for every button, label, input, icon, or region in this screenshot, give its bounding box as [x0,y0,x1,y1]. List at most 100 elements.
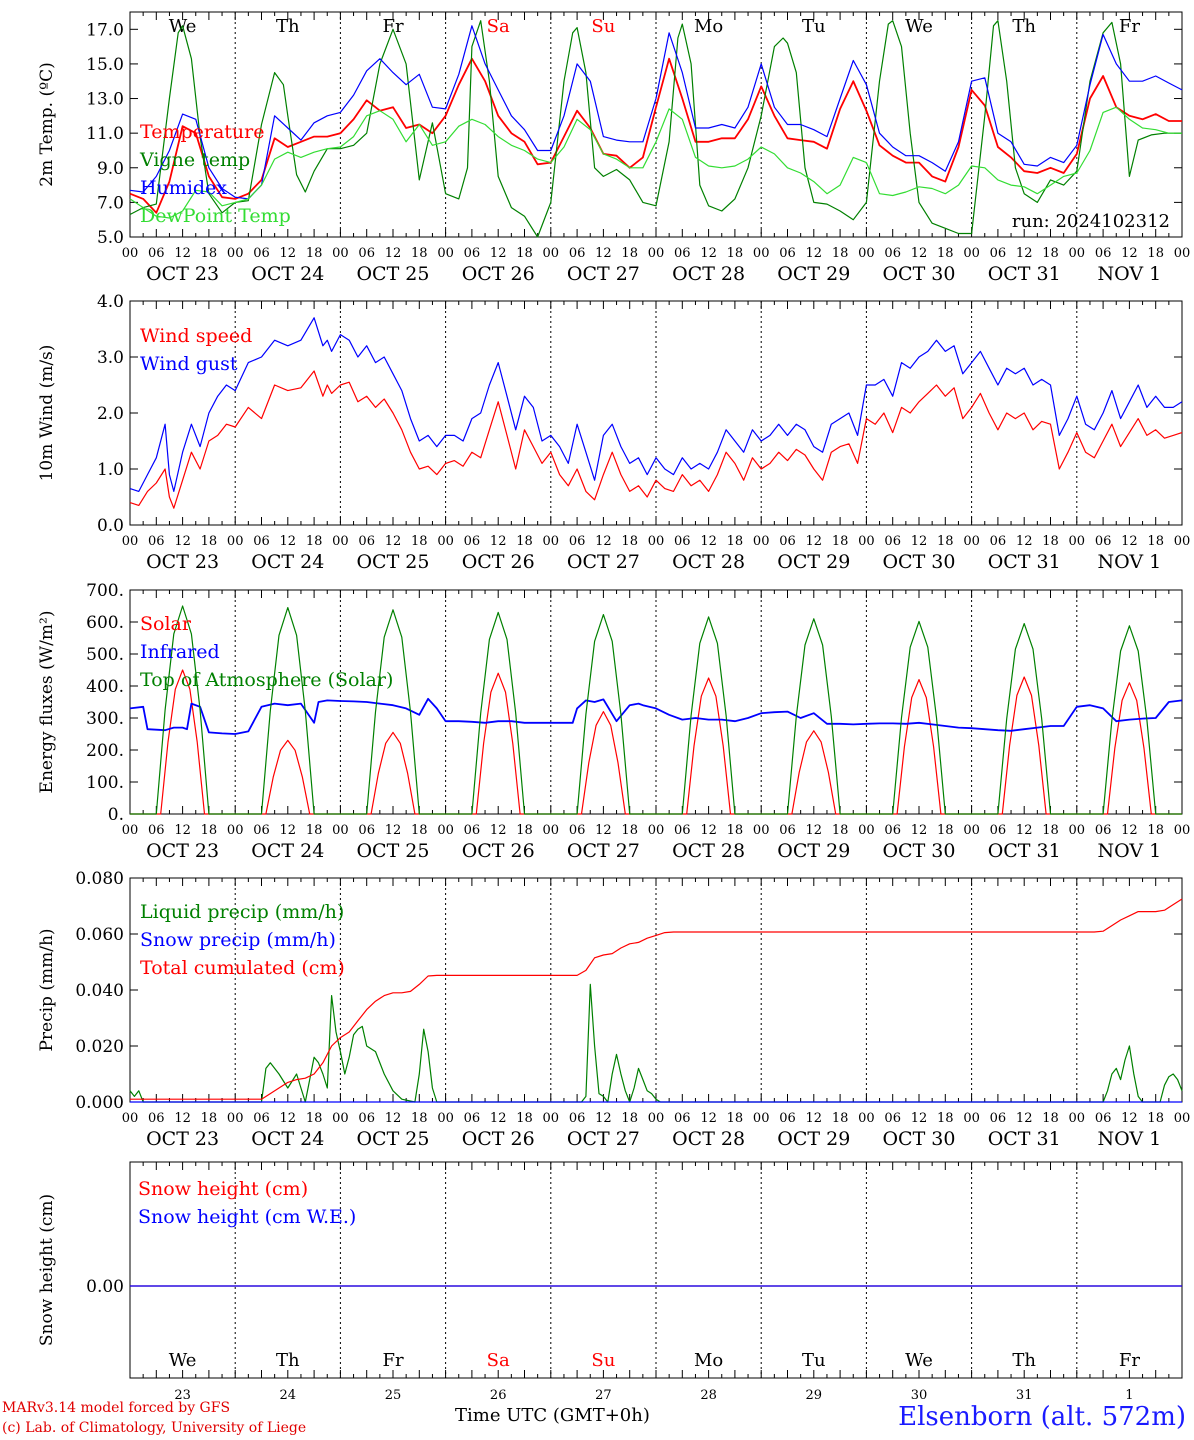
hour-label: 12 [1121,823,1138,838]
weekday-label: Fr [382,16,403,37]
date-label: NOV 1 [1098,840,1162,862]
hour-label: 00 [332,1111,349,1126]
y-tick-label: 0.040 [75,981,124,1001]
hour-label: 18 [937,823,954,838]
hour-label: 00 [437,823,454,838]
date-label: OCT 25 [356,840,429,862]
y-tick-label: 100. [86,773,124,793]
hour-label: 00 [753,246,770,261]
day-number: 23 [174,1388,191,1403]
hour-label: 18 [727,246,744,261]
hour-label: 18 [1042,823,1059,838]
hour-label: 00 [858,823,875,838]
y-tick-label: 5.0 [97,228,124,248]
hour-label: 00 [963,823,980,838]
legend-entry: Wind speed [140,325,252,347]
hour-label: 18 [1042,1111,1059,1126]
hour-label: 00 [858,246,875,261]
hour-label: 18 [516,1111,533,1126]
weekday-label: Mo [694,1350,723,1371]
legend-entry: Wind gust [140,353,238,375]
hour-label: 00 [437,534,454,549]
y-tick-label: 300. [86,709,124,729]
y-tick-label: 7.0 [97,193,124,213]
hour-label: 18 [621,1111,638,1126]
hour-label: 06 [1095,534,1112,549]
hour-label: 18 [411,1111,428,1126]
y-tick-label: 2.0 [97,404,124,424]
date-label: OCT 27 [567,1128,640,1150]
hour-label: 12 [700,1111,717,1126]
hour-label: 00 [648,534,665,549]
y-tick-label: 400. [86,677,124,697]
hour-label: 18 [201,534,218,549]
hour-label: 06 [464,1111,481,1126]
hour-label: 12 [385,823,402,838]
hour-label: 00 [648,1111,665,1126]
series-line-1-4 [129,106,1182,219]
hour-label: 12 [280,1111,297,1126]
hour-label: 06 [358,534,375,549]
hour-label: 12 [174,534,191,549]
series-line-4-1 [129,983,1183,1103]
hour-label: 18 [201,1111,218,1126]
date-label: OCT 24 [251,1128,324,1150]
hour-label: 18 [621,246,638,261]
series-line-3-3 [130,605,1182,815]
hour-label: 00 [1174,1111,1191,1126]
y-axis-title: Energy fluxes (W/m²) [37,611,57,794]
y-tick-label: 0.00 [86,1277,124,1297]
date-label: OCT 31 [988,1128,1061,1150]
legend-entry: Liquid precip (mm/h) [140,901,344,923]
hour-label: 12 [595,246,612,261]
weekday-label: We [905,1350,933,1371]
y-tick-label: 17.0 [86,20,124,40]
y-tick-label: 1.0 [97,460,124,480]
hour-label: 06 [464,823,481,838]
hour-label: 18 [727,823,744,838]
hour-label: 06 [990,534,1007,549]
hour-label: 12 [490,534,507,549]
hour-label: 12 [385,534,402,549]
series-line-1-1 [129,57,1182,214]
date-label: OCT 26 [462,1128,535,1150]
date-label: OCT 27 [567,551,640,573]
panel-1: 5.0 7.0 9.0 11.0 13.0 15.0 17.0 2m Temp. (ºC) 00… [37,11,1190,285]
day-number: 31 [1016,1388,1033,1403]
y-tick-label: 11.0 [86,124,124,144]
hour-label: 12 [806,534,823,549]
hour-label: 12 [911,246,928,261]
hour-label: 00 [543,246,560,261]
legend-entry: Temperature [140,121,264,143]
y-tick-label: 3.0 [97,348,124,368]
weekday-label: Fr [1119,1350,1140,1371]
legend-entry: Humidex [140,177,227,199]
hour-label: 06 [1095,1111,1112,1126]
hour-label: 12 [806,823,823,838]
y-tick-label: 13.0 [86,90,124,110]
hour-label: 00 [437,246,454,261]
hour-label: 00 [227,534,244,549]
hour-label: 12 [490,823,507,838]
date-label: OCT 27 [567,263,640,285]
hour-label: 00 [543,534,560,549]
weekday-label: Sa [487,1350,510,1371]
hour-label: 00 [122,534,139,549]
hour-label: 00 [858,1111,875,1126]
day-number: 25 [385,1388,402,1403]
hour-label: 12 [700,534,717,549]
date-label: OCT 25 [356,263,429,285]
credit-line-1: MARv3.14 model forced by GFS [2,1400,231,1416]
date-label: OCT 31 [988,551,1061,573]
hour-label: 18 [516,534,533,549]
y-axis-title: Precip (mm/h) [37,928,57,1051]
hour-label: 12 [595,1111,612,1126]
y-tick-label: 700. [86,581,124,601]
hour-label: 06 [569,246,586,261]
hour-label: 00 [543,1111,560,1126]
hour-label: 06 [569,823,586,838]
date-label: OCT 24 [251,551,324,573]
date-label: OCT 31 [988,263,1061,285]
legend-entry: DewPoint Temp [140,205,291,227]
date-label: OCT 30 [882,840,955,862]
